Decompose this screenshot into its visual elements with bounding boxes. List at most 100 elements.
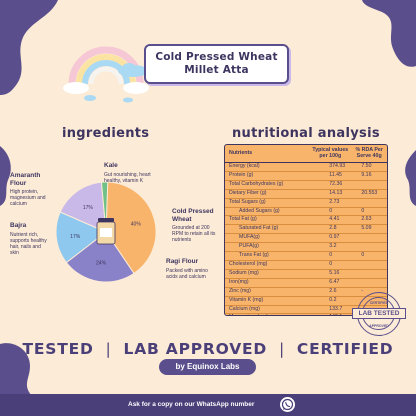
nutrition-row: Sodium (mg) 5.16 (225, 269, 387, 279)
nutrient-name: Total Carbohydrates (g) (225, 180, 310, 190)
nutrition-table: Nutrients Typical values per 100g % RDA … (224, 144, 388, 316)
label-wheat-desc: Grounded at 200 RPM to retain all its nu… (172, 225, 216, 243)
footer-text: Ask for a copy on our WhatsApp number (128, 401, 255, 408)
nutrient-value: 5.16 (309, 269, 352, 279)
nutrient-name: Saturated Fat (g) (225, 224, 310, 235)
nutrient-name: Sodium (mg) (225, 269, 310, 279)
nutrient-rda (351, 180, 387, 190)
nutrition-row: Total Sugars (g) 2.73 (225, 198, 387, 208)
product-title-card: Cold Pressed Wheat Millet Atta (144, 44, 289, 84)
pie-slice-amaranth-flour (59, 181, 107, 233)
nutrient-rda (351, 278, 387, 288)
ingredients-heading: Ingredients (62, 126, 150, 141)
nutrition-heading: Nutritional Analysis (232, 126, 380, 141)
label-wheat: Cold Pressed Wheat Grounded at 200 RPM t… (172, 208, 220, 243)
nutrient-value: 140.1 (309, 313, 352, 315)
nutrient-value: 2.73 (309, 198, 352, 208)
nutrient-rda: 5.09 (351, 224, 387, 235)
header-typical: Typical values per 100g (309, 145, 352, 163)
label-kale-name: Kale (104, 162, 118, 169)
nutrient-value: 11.45 (309, 171, 352, 181)
nutrition-row: Dietary Fiber (g) 14.13 20.553 (225, 189, 387, 199)
nutrient-rda: 7.50 (351, 162, 387, 172)
nutrition-row: Protein (g) 11.45 9.16 (225, 171, 387, 181)
nutrient-value: 0.2 (309, 296, 352, 306)
nutrient-name: Total Fat (g) (225, 215, 310, 226)
nutrient-rda (351, 242, 387, 253)
top-right-blob (362, 0, 416, 67)
nutrient-name: MUFA(g) (225, 233, 310, 244)
nutrient-name: Added Sugars (g) (225, 207, 310, 217)
nutrition-row: MUFA(g) 0.97 (225, 233, 387, 244)
pie-label-amaranth-flour: 17% (83, 205, 94, 211)
nutrient-value: 2.8 (309, 224, 352, 235)
right-mid-blob (405, 150, 416, 206)
label-ragi: Ragi Flour Packed with amino acids and c… (166, 258, 214, 280)
nutrient-value: 6.47 (309, 278, 352, 288)
atta-jar-icon (96, 218, 116, 245)
nutrient-name: Protein (g) (225, 171, 310, 181)
separator-2: | (279, 340, 285, 358)
nutrient-rda (351, 233, 387, 244)
whatsapp-icon[interactable] (280, 397, 295, 412)
certified-text: CERTIFIED (296, 340, 394, 358)
nutrient-value: 2.6 (309, 287, 352, 297)
pie-slice-ragi-flour (65, 231, 135, 283)
nutrient-rda: 2.63 (351, 215, 387, 226)
nutrition-row: Added Sugars (g) 0 0 (225, 207, 387, 217)
certification-line: TESTED | LAB APPROVED | CERTIFIED (0, 340, 416, 358)
nutrient-value: 133.7 (309, 305, 352, 315)
nutrient-rda: 0 (351, 251, 387, 261)
separator-1: | (105, 340, 112, 358)
pie-label-cold-pressed-wheat: 40% (131, 221, 142, 227)
nutrient-name: Total Sugars (g) (225, 198, 310, 208)
pie-slice-bajra (55, 211, 107, 264)
nutrient-value: 0 (309, 260, 352, 270)
left-mid-blob (0, 146, 11, 206)
product-title-line2: Millet Atta (184, 64, 249, 76)
nutrition-row: Saturated Fat (g) 2.8 5.09 (225, 224, 387, 235)
lab-tested-stamp: CERTIFIED LAB TESTED APPROVED (352, 292, 406, 336)
label-ragi-name: Ragi Flour (166, 258, 199, 265)
nutrient-rda (351, 269, 387, 279)
bottom-left-blob (0, 343, 36, 400)
label-bajra: Bajra Nutrient rich, supports healthy ha… (10, 222, 48, 256)
nutrient-name: Cholesterol (mg) (225, 260, 310, 270)
nutrition-row: Total Fat (g) 4.41 2.63 (225, 215, 387, 226)
pie-slice-cold-pressed-wheat (105, 181, 157, 275)
nutrient-rda (351, 198, 387, 208)
nutrient-name: Zinc (mg) (225, 287, 310, 297)
nutrient-value: 14.13 (309, 189, 352, 199)
footer-bar: Ask for a copy on our WhatsApp number (0, 394, 416, 416)
nutrition-row: Zinc (mg) 2.6- (225, 287, 387, 297)
nutrient-name: Energy (kcal) (225, 162, 310, 172)
nutrition-row: Total Carbohydrates (g) 72.36 (225, 180, 387, 190)
label-ragi-desc: Packed with amino acids and calcium (166, 267, 208, 280)
nutrient-rda (351, 260, 387, 270)
nutrition-row: Trans Fat (g) 0 0 (225, 251, 387, 261)
label-bajra-name: Bajra (10, 222, 27, 229)
nutrient-value: 3.2 (309, 242, 352, 253)
nutrient-rda: 9.16 (351, 171, 387, 181)
top-left-blob (0, 0, 58, 95)
nutrient-rda: 20.553 (351, 189, 387, 199)
nutrition-row: Energy (kcal) 374.93 7.50 (225, 162, 387, 172)
nutrient-value: 0 (309, 207, 352, 217)
nutrient-name: Dietary Fiber (g) (225, 189, 310, 199)
nutrition-row: Iron(mg) 6.47 (225, 278, 387, 288)
nutrient-name: Iron(mg) (225, 278, 310, 288)
nutrition-row: PUFA(g) 3.2 (225, 242, 387, 253)
product-title-line1: Cold Pressed Wheat (155, 51, 278, 63)
tested-text: TESTED (22, 340, 94, 358)
label-kale-desc: Gut nourishing, heart healthy, vitamin K (104, 171, 151, 184)
label-wheat-name: Cold Pressed Wheat (172, 208, 214, 223)
nutrient-value: 374.93 (309, 162, 352, 172)
nutrient-name: Vitamin K (mg) (225, 296, 310, 306)
nutrient-name: PUFA(g) (225, 242, 310, 253)
label-bajra-desc: Nutrient rich, supports healthy hair, na… (10, 231, 47, 256)
stamp-bottom-text: APPROVED (369, 324, 389, 328)
nutrient-value: 4.41 (309, 215, 352, 226)
nutrient-value: 0 (309, 251, 352, 261)
stamp-banner: LAB TESTED (352, 308, 406, 319)
label-kale: Kale Gut nourishing, heart healthy, vita… (104, 162, 160, 184)
